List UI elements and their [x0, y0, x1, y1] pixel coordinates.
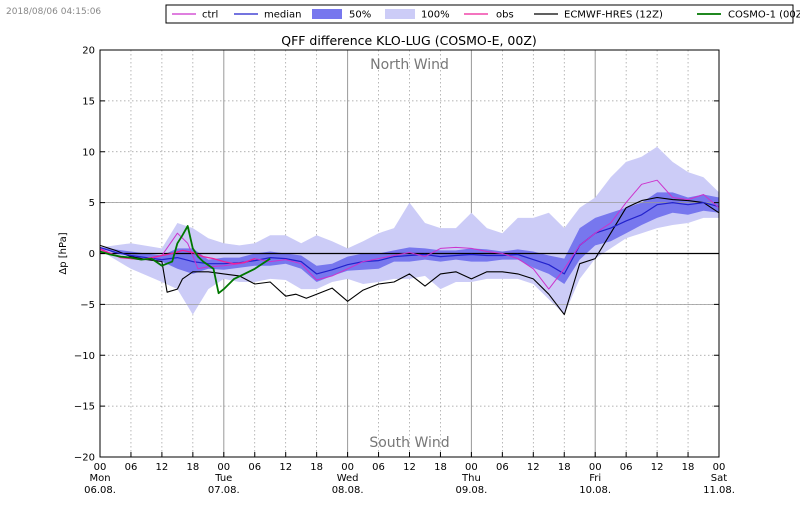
series-line-obs: [99, 248, 256, 265]
x-tick-date: 11.08.: [703, 485, 735, 496]
legend: ctrl median 50% 100% obs ECMWF-HRES (12Z) COSM…: [165, 4, 800, 24]
y-tick-label: 10: [82, 147, 95, 158]
legend-label-median: median: [264, 10, 302, 21]
chart-title: QFF difference KLO-LUG (COSMO-E, 00Z): [281, 33, 537, 48]
x-tick-hour: 06: [620, 462, 633, 473]
legend-swatch-band100: [385, 9, 415, 19]
x-tick-date: 08.08.: [332, 485, 364, 496]
y-tick-label: −5: [80, 300, 95, 311]
legend-label-ctrl: ctrl: [202, 10, 218, 21]
x-tick-hour: 00: [713, 462, 726, 473]
x-tick-hour: 18: [186, 462, 199, 473]
legend-label-obs: obs: [496, 10, 514, 21]
x-tick-day: Thu: [461, 473, 481, 484]
x-tick-hour: 18: [558, 462, 571, 473]
y-tick-label: 0: [89, 249, 95, 260]
x-tick-day: Tue: [214, 473, 232, 484]
x-tick-hour: 12: [279, 462, 292, 473]
x-tick-hour: 06: [496, 462, 509, 473]
x-tick-hour: 00: [217, 462, 230, 473]
plot-area: North Wind South Wind −20 −15 −10 −5 0 5 10 15 20 0…: [58, 46, 735, 497]
x-tick-day: Sat: [711, 473, 727, 484]
x-tick-date: 06.08.: [84, 485, 116, 496]
series-line-ecmwf: [99, 196, 720, 316]
x-tick-hour: 18: [310, 462, 323, 473]
y-tick-label: −20: [74, 453, 95, 464]
x-tick-hour: 18: [682, 462, 695, 473]
north-wind-label: North Wind: [370, 57, 449, 73]
x-tick-hour: 06: [248, 462, 261, 473]
x-tick-date: 10.08.: [579, 485, 611, 496]
y-tick-label: −10: [74, 351, 95, 362]
x-tick-date: 09.08.: [455, 485, 487, 496]
south-wind-label: South Wind: [369, 435, 449, 451]
legend-label-cosmo1: COSMO-1 (00Z): [728, 10, 800, 21]
x-tick-hour: 18: [434, 462, 447, 473]
y-axis-label: Δp [hPa]: [58, 232, 69, 274]
legend-label-ecmwf: ECMWF-HRES (12Z): [564, 10, 663, 21]
y-tick-label: 15: [82, 96, 95, 107]
x-tick-hour: 00: [341, 462, 354, 473]
x-tick-hour: 12: [651, 462, 664, 473]
x-tick-hour: 12: [156, 462, 169, 473]
y-tick-label: 5: [89, 198, 95, 209]
legend-label-band50: 50%: [349, 10, 371, 21]
x-tick-hour: 06: [125, 462, 138, 473]
x-tick-hour: 00: [94, 462, 107, 473]
x-tick-date: 07.08.: [208, 485, 240, 496]
x-tick-hour: 12: [403, 462, 416, 473]
series-line-ctrl: [99, 179, 720, 290]
series-line-median: [99, 202, 720, 275]
legend-swatch-band50: [312, 9, 342, 19]
x-tick-hour: 00: [589, 462, 602, 473]
y-tick-label: 20: [82, 46, 95, 57]
x-tick-hour: 00: [465, 462, 478, 473]
x-tick-day: Fri: [589, 473, 601, 484]
y-tick-label: −15: [74, 402, 95, 413]
x-tick-hour: 12: [527, 462, 540, 473]
legend-label-band100: 100%: [421, 10, 450, 21]
x-tick-hour: 06: [372, 462, 385, 473]
x-tick-day: Mon: [89, 473, 110, 484]
x-tick-day: Wed: [337, 473, 359, 484]
series-line-cosmo1: [99, 225, 271, 295]
timestamp-label: 2018/08/06 04:15:06: [6, 7, 102, 17]
